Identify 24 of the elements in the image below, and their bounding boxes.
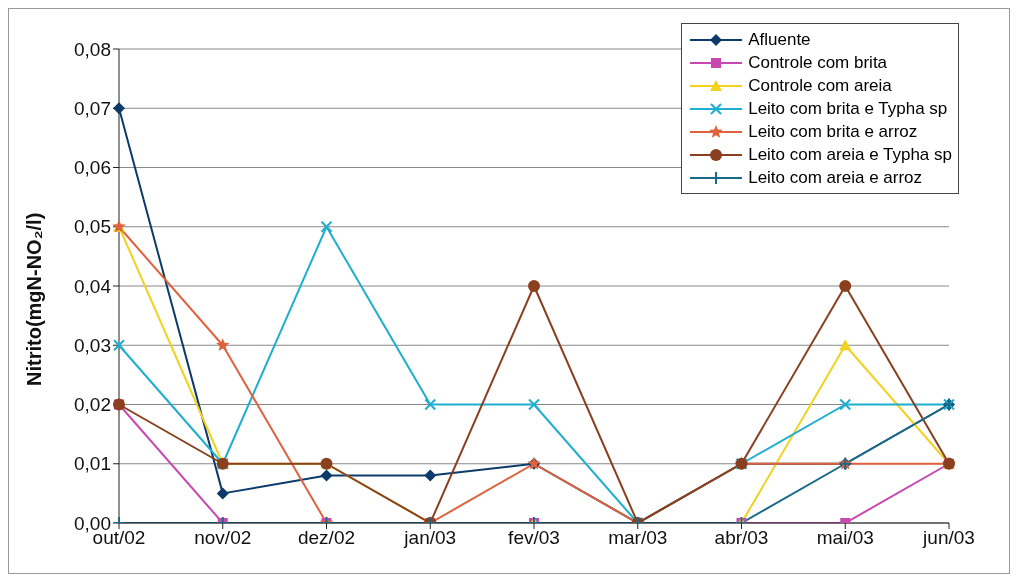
y-tick-label: 0,02 — [74, 394, 111, 416]
legend-label: Controle com brita — [748, 52, 888, 74]
x-tick-label: fev/03 — [508, 527, 560, 549]
x-tick-label: abr/03 — [714, 527, 769, 549]
x-tick-label: jun/03 — [922, 527, 975, 549]
legend-label: Controle com areia — [748, 75, 892, 97]
legend-label: Leito com areia e arroz — [748, 167, 923, 189]
y-tick-label: 0,03 — [74, 334, 111, 356]
x-tick-label: mai/03 — [816, 527, 874, 549]
x-tick-label: jan/03 — [403, 527, 457, 549]
y-tick-label: 0,04 — [74, 275, 112, 297]
y-tick-label: 0,07 — [74, 98, 111, 119]
x-tick-label: dez/02 — [297, 527, 356, 549]
y-tick-label: 0,08 — [74, 38, 111, 60]
y-tick-label: 0,05 — [74, 216, 111, 238]
x-tick-label: mar/03 — [608, 527, 668, 549]
y-tick-label: 0,01 — [74, 453, 111, 475]
legend-label: Leito com brita e Typha sp — [748, 98, 948, 120]
y-axis-title: Nitrito(mgN-NO₂/l) — [23, 212, 46, 386]
legend-label: Leito com areia e Typha sp — [748, 144, 952, 166]
x-tick-label: nov/02 — [194, 527, 252, 549]
legend-label: Leito com brita e arroz — [748, 121, 918, 143]
y-tick-label: 0,06 — [74, 157, 111, 179]
legend-label: Afluente — [748, 29, 811, 51]
